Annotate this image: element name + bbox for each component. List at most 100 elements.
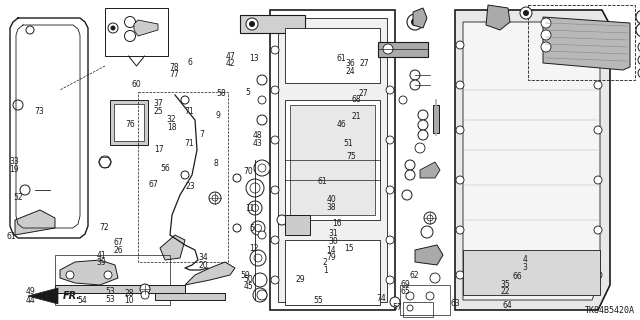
Text: 36: 36	[346, 59, 356, 68]
Circle shape	[250, 183, 260, 193]
Circle shape	[638, 55, 640, 65]
Circle shape	[411, 18, 419, 26]
Bar	[105, 8, 168, 56]
Bar	[378, 42, 428, 57]
Polygon shape	[60, 260, 118, 285]
Bar	[403, 302, 433, 317]
Text: 68: 68	[351, 95, 361, 104]
Text: 59: 59	[240, 271, 250, 280]
Circle shape	[638, 68, 640, 78]
Polygon shape	[413, 8, 427, 28]
Text: 7: 7	[200, 130, 205, 139]
Text: 61: 61	[6, 232, 17, 241]
Circle shape	[254, 254, 262, 262]
Text: 43: 43	[253, 139, 263, 148]
Text: 5: 5	[249, 224, 254, 233]
Bar	[55, 255, 170, 305]
Circle shape	[407, 14, 423, 30]
Text: 31: 31	[328, 229, 338, 238]
Circle shape	[407, 305, 413, 311]
Text: 25: 25	[154, 107, 164, 116]
Circle shape	[20, 185, 30, 195]
Text: 30: 30	[328, 237, 338, 246]
Circle shape	[99, 156, 111, 168]
Text: 44: 44	[25, 296, 35, 305]
Circle shape	[406, 292, 414, 300]
Text: 40: 40	[326, 195, 337, 204]
Circle shape	[594, 271, 602, 279]
Circle shape	[456, 41, 464, 49]
Text: 3: 3	[522, 263, 527, 272]
Bar	[285, 215, 310, 235]
Bar	[114, 104, 144, 141]
Bar	[285, 240, 380, 305]
Text: 67: 67	[148, 180, 159, 189]
Text: 20: 20	[198, 261, 209, 270]
Circle shape	[66, 271, 74, 279]
Circle shape	[271, 136, 279, 144]
Circle shape	[26, 26, 34, 34]
Polygon shape	[455, 10, 610, 310]
Text: 56: 56	[160, 164, 170, 173]
Text: 45: 45	[243, 282, 253, 291]
Circle shape	[386, 86, 394, 94]
Text: 28: 28	[125, 289, 134, 298]
Text: 8: 8	[214, 159, 219, 168]
Bar	[285, 28, 380, 83]
Circle shape	[636, 10, 640, 24]
Polygon shape	[415, 245, 443, 265]
Circle shape	[250, 250, 266, 266]
Text: TK84B5420A: TK84B5420A	[585, 306, 635, 315]
Text: 78: 78	[169, 63, 179, 72]
Text: 66: 66	[512, 272, 522, 281]
Circle shape	[636, 23, 640, 37]
Text: 69: 69	[400, 280, 410, 289]
Circle shape	[386, 186, 394, 194]
Circle shape	[541, 18, 551, 28]
Text: 71: 71	[184, 108, 195, 116]
Circle shape	[405, 160, 415, 170]
Circle shape	[253, 288, 267, 302]
Circle shape	[594, 126, 602, 134]
Bar	[278, 18, 387, 302]
Circle shape	[277, 215, 287, 225]
Circle shape	[257, 290, 267, 300]
Bar	[270, 10, 395, 310]
Text: 62: 62	[409, 271, 419, 280]
Circle shape	[248, 201, 262, 215]
Circle shape	[541, 30, 551, 40]
Circle shape	[399, 96, 407, 104]
Text: 24: 24	[346, 67, 356, 76]
Text: 67: 67	[113, 238, 124, 247]
Circle shape	[257, 115, 267, 125]
Text: 4: 4	[522, 255, 527, 264]
Circle shape	[456, 226, 464, 234]
Bar	[240, 15, 305, 33]
Circle shape	[427, 215, 433, 221]
Bar	[110, 100, 148, 145]
Text: 74: 74	[376, 294, 386, 303]
Text: 65: 65	[400, 287, 410, 296]
Text: 32: 32	[166, 115, 177, 124]
Circle shape	[271, 46, 279, 54]
Circle shape	[410, 80, 420, 90]
Text: 34: 34	[198, 253, 209, 262]
Circle shape	[251, 221, 265, 235]
Text: 53: 53	[105, 295, 115, 304]
Text: 37: 37	[154, 99, 164, 108]
Bar	[138, 92, 228, 262]
Circle shape	[271, 276, 279, 284]
Text: 38: 38	[326, 203, 337, 212]
Circle shape	[386, 46, 394, 54]
Circle shape	[523, 10, 529, 16]
Circle shape	[233, 224, 241, 232]
Text: 58: 58	[216, 89, 226, 98]
Text: 61: 61	[336, 54, 346, 63]
Text: 73: 73	[35, 107, 45, 116]
Circle shape	[254, 160, 270, 176]
Circle shape	[541, 42, 551, 52]
Polygon shape	[420, 162, 440, 178]
Text: 13: 13	[249, 54, 259, 63]
Polygon shape	[185, 262, 235, 285]
Circle shape	[421, 226, 433, 238]
